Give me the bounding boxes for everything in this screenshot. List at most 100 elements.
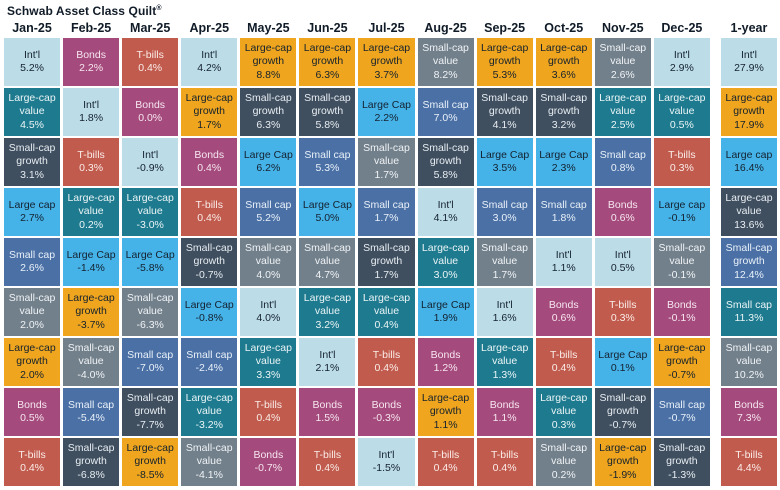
asset-class-label: Int'l (83, 98, 100, 111)
asset-class-label: Large-cap value (185, 392, 233, 418)
quilt-cell: Small-cap value -4.1% (181, 438, 238, 486)
asset-class-label: Large-cap value (8, 92, 56, 118)
quilt-cell: T-bills 0.3% (653, 138, 710, 186)
asset-class-label: Small-cap value (599, 42, 647, 68)
asset-class-label: Large Cap (184, 298, 234, 311)
asset-class-value: -7.0% (136, 362, 164, 374)
quilt-cell: Small-cap growth -7.7% (122, 388, 179, 436)
asset-class-label: Int'l (201, 48, 218, 61)
quilt-cell: Large-cap growth -1.9% (594, 438, 651, 486)
asset-class-label: Small-cap growth (8, 142, 56, 168)
asset-class-value: 0.2% (551, 468, 576, 481)
asset-class-label: Large cap (725, 148, 773, 161)
quilt-cell: T-bills 0.4% (122, 38, 179, 86)
quilt-cell: Large-cap value -3.2% (181, 388, 238, 436)
asset-class-label: Large-cap value (481, 342, 529, 368)
asset-class-value: -3.2% (195, 418, 223, 431)
asset-class-value: 5.8% (315, 118, 340, 131)
asset-class-value: 0.4% (315, 462, 340, 474)
asset-class-value: -0.1% (668, 312, 696, 324)
asset-class-value: -0.7% (668, 368, 696, 381)
quilt-cell: T-bills 0.4% (417, 438, 474, 486)
asset-class-value: -1.3% (668, 468, 696, 481)
asset-class-label: Small-cap growth (658, 442, 706, 468)
quilt-cell: Int'l -0.9% (122, 138, 179, 186)
asset-class-value: 5.3% (492, 68, 517, 81)
quilt-cell: Int'l 2.9% (653, 38, 710, 86)
quilt-cell: Large-cap growth 5.3% (476, 38, 533, 86)
quilt-cell: Large-cap growth 17.9% (720, 88, 777, 136)
asset-class-value: 1.2% (433, 362, 458, 374)
asset-class-label: Int'l (260, 298, 277, 311)
column-header-apr-25: Apr-25 (189, 20, 230, 35)
asset-class-value: -4.1% (195, 468, 223, 481)
asset-class-value: 16.4% (734, 162, 764, 174)
asset-class-value: 5.0% (315, 212, 340, 224)
quilt-cell: Bonds -0.1% (653, 288, 710, 336)
asset-class-value: -0.1% (668, 268, 696, 281)
asset-class-label: Small cap (127, 348, 174, 361)
asset-class-value: 0.5% (20, 412, 44, 424)
asset-class-label: Small cap (599, 148, 646, 161)
asset-class-label: Small-cap value (422, 42, 469, 68)
asset-class-label: T-bills (735, 448, 763, 461)
asset-class-label: Small-cap growth (540, 92, 588, 118)
quilt-cell: Small-cap growth 12.4% (720, 238, 777, 286)
asset-class-value: 4.1% (492, 118, 517, 131)
quilt-cell: T-bills 0.4% (181, 188, 238, 236)
quilt-cell: Small-cap value 8.2% (417, 38, 474, 86)
asset-class-label: Int'l (437, 198, 454, 211)
quilt-cell: Large Cap 2.3% (535, 138, 592, 186)
asset-class-label: Large-cap value (244, 342, 292, 368)
asset-class-label: Large-cap growth (185, 92, 233, 118)
quilt-cell: Large-cap growth 1.7% (181, 88, 238, 136)
quilt-cell: Small-cap value 2.0% (4, 288, 61, 336)
asset-class-label: Bonds (666, 298, 697, 311)
quilt-cell: Small-cap value -0.1% (653, 238, 710, 286)
quilt-cell: Small-cap growth -0.7% (594, 388, 651, 436)
quilt-cell: Large-cap value 4.5% (4, 88, 61, 136)
quilt-cell: T-bills 0.3% (594, 288, 651, 336)
asset-class-value: 13.6% (734, 218, 764, 231)
column-header-aug-25: Aug-25 (424, 20, 467, 35)
quilt-cell: Small-cap value 2.6% (594, 38, 651, 86)
asset-class-label: Small-cap growth (304, 92, 351, 118)
asset-class-quilt: Jan-25 Feb-25 Mar-25 Apr-25 May-25 Jun-25 Jul-… (4, 19, 777, 486)
asset-class-label: T-bills (609, 298, 637, 311)
asset-class-label: Large-cap value (658, 92, 706, 118)
quilt-cell: Large-cap value 13.6% (720, 188, 777, 236)
asset-class-value: 1.7% (374, 268, 399, 281)
asset-class-label: Small-cap growth (481, 92, 528, 118)
asset-class-value: 12.4% (734, 268, 764, 281)
quilt-cell: Bonds 1.2% (417, 338, 474, 386)
quilt-cell: Small-cap value 10.2% (720, 338, 777, 386)
asset-class-label: Large-cap growth (303, 42, 352, 68)
asset-class-value: 1.7% (374, 212, 399, 224)
quilt-cell: Small-cap value -6.3% (122, 288, 179, 336)
asset-class-value: -5.8% (136, 262, 164, 274)
quilt-cell: Large-cap growth -0.7% (653, 338, 710, 386)
quilt-cell: Bonds 2.2% (63, 38, 120, 86)
asset-class-label: T-bills (668, 148, 696, 161)
asset-class-label: Small cap (725, 298, 773, 311)
asset-class-label: Large-cap growth (8, 342, 56, 368)
quilt-cell: Large-cap growth -3.7% (63, 288, 120, 336)
asset-class-label: Int'l (142, 148, 159, 161)
quilt-cell: Large cap 16.4% (720, 138, 777, 186)
quilt-cell: Large-cap growth 1.1% (417, 388, 474, 436)
asset-class-label: Large-cap growth (725, 92, 773, 118)
asset-class-value: 0.2% (79, 218, 104, 231)
asset-class-value: 3.2% (315, 318, 340, 331)
asset-class-value: 1.7% (492, 268, 517, 281)
asset-class-value: -4.0% (77, 368, 105, 381)
column-header-sep-25: Sep-25 (484, 20, 526, 35)
asset-class-label: Int'l (614, 248, 631, 261)
asset-class-value: 0.0% (138, 112, 163, 124)
asset-class-label: Bonds (489, 398, 520, 411)
asset-class-value: -0.9% (136, 162, 164, 174)
asset-class-label: Large Cap (361, 98, 412, 111)
asset-class-value: 5.3% (315, 162, 340, 174)
quilt-cell: Small-cap growth 6.3% (240, 88, 297, 136)
asset-class-value: 1.7% (374, 168, 399, 181)
quilt-cell: Large Cap 2.2% (358, 88, 415, 136)
